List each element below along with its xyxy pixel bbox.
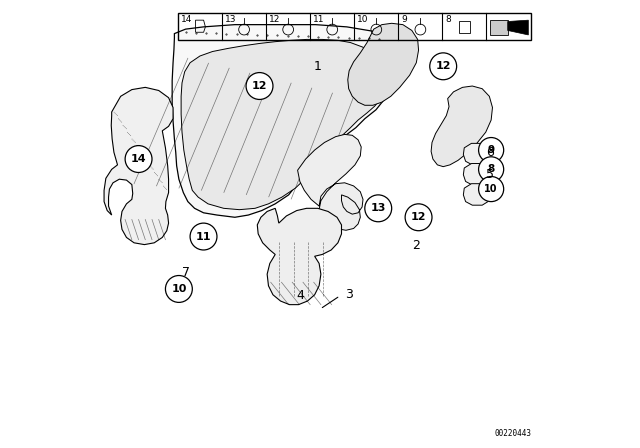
Polygon shape bbox=[463, 164, 490, 185]
Text: 6: 6 bbox=[486, 146, 494, 159]
Polygon shape bbox=[172, 25, 394, 217]
Text: 10: 10 bbox=[357, 15, 369, 24]
Polygon shape bbox=[463, 143, 490, 165]
Bar bbox=[178, 13, 531, 40]
Text: 13: 13 bbox=[371, 203, 386, 213]
Text: 1: 1 bbox=[314, 60, 322, 73]
Polygon shape bbox=[257, 208, 342, 305]
Text: 8: 8 bbox=[488, 164, 495, 174]
Text: 12: 12 bbox=[269, 15, 280, 24]
Bar bbox=[490, 20, 508, 35]
Polygon shape bbox=[508, 20, 528, 35]
Text: 9: 9 bbox=[401, 15, 407, 24]
Circle shape bbox=[479, 177, 504, 202]
Text: 12: 12 bbox=[411, 212, 426, 222]
Polygon shape bbox=[463, 184, 490, 205]
Polygon shape bbox=[104, 87, 173, 245]
Text: 2: 2 bbox=[412, 239, 420, 252]
Text: 00220443: 00220443 bbox=[495, 429, 531, 438]
Text: 14: 14 bbox=[131, 154, 147, 164]
Polygon shape bbox=[431, 86, 493, 167]
Polygon shape bbox=[298, 134, 363, 230]
Text: 10: 10 bbox=[171, 284, 187, 294]
Bar bbox=[459, 21, 470, 33]
Polygon shape bbox=[181, 39, 387, 210]
Text: 11: 11 bbox=[196, 232, 211, 241]
Text: 4: 4 bbox=[296, 289, 304, 302]
Text: 7: 7 bbox=[182, 266, 189, 279]
Circle shape bbox=[190, 223, 217, 250]
Circle shape bbox=[405, 204, 432, 231]
Polygon shape bbox=[348, 23, 419, 105]
Circle shape bbox=[479, 138, 504, 163]
Text: 11: 11 bbox=[313, 15, 324, 24]
Text: 14: 14 bbox=[180, 15, 192, 24]
Text: 13: 13 bbox=[225, 15, 236, 24]
Circle shape bbox=[246, 73, 273, 99]
Text: 12: 12 bbox=[435, 61, 451, 71]
Circle shape bbox=[165, 276, 192, 302]
Text: 12: 12 bbox=[252, 81, 268, 91]
Text: 5: 5 bbox=[486, 168, 494, 181]
Circle shape bbox=[365, 195, 392, 222]
Circle shape bbox=[479, 157, 504, 182]
Text: 10: 10 bbox=[484, 184, 498, 194]
Text: 3: 3 bbox=[345, 288, 353, 302]
Text: 9: 9 bbox=[488, 145, 495, 155]
Circle shape bbox=[125, 146, 152, 172]
Text: 8: 8 bbox=[445, 15, 451, 24]
Circle shape bbox=[430, 53, 457, 80]
